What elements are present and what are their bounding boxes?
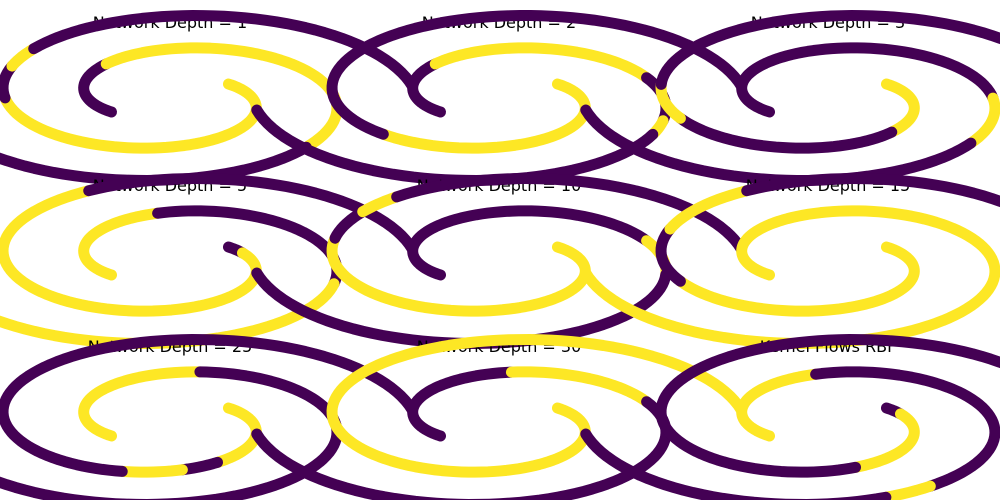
inner-spiral-segment-yellow <box>736 368 822 442</box>
outer-spiral-segment-yellow <box>0 78 262 154</box>
inner-spiral-segment-yellow <box>100 42 343 153</box>
outer-spiral-segment-yellow <box>116 464 188 478</box>
inner-spiral-segment-yellow <box>880 480 936 500</box>
outer-spiral-segment-yellow <box>357 191 403 218</box>
inner-spiral-segment-purple <box>736 42 999 118</box>
outer-spiral-segment-purple <box>28 10 418 92</box>
inner-spiral-segment-yellow <box>429 42 653 84</box>
inner-spiral-segment-yellow <box>505 366 653 408</box>
subplot-7: Network Depth = 25 <box>0 334 418 500</box>
subplot-1: Network Depth = 1 <box>0 10 418 186</box>
inner-spiral-segment-purple <box>407 366 517 442</box>
inner-spiral-segment-yellow <box>78 207 164 281</box>
inner-spiral-segment-purple <box>580 104 977 186</box>
outer-spiral-segment-purple <box>0 60 18 104</box>
outer-spiral-segment-purple <box>655 223 686 287</box>
outer-spiral-segment-yellow <box>212 402 262 468</box>
inner-spiral-segment-purple <box>78 58 118 118</box>
outer-spiral-segment-yellow <box>674 241 920 317</box>
inner-spiral-segment-purple <box>152 205 343 290</box>
inner-spiral-segment-purple <box>407 205 653 281</box>
outer-spiral-segment-yellow <box>377 78 591 154</box>
subplot-6: Network Depth = 15 <box>580 173 1000 349</box>
subplot-grid: Network Depth = 1 Network Depth = 2 Networ… <box>0 10 1000 500</box>
inner-spiral-segment-purple <box>251 396 672 500</box>
outer-spiral-segment-purple <box>674 112 898 154</box>
outer-spiral-segment-yellow <box>326 232 591 317</box>
outer-spiral-segment-purple <box>176 456 224 476</box>
subplot-4: Network Depth = 5 <box>0 173 418 349</box>
outer-spiral-segment-purple <box>391 173 747 255</box>
outer-spiral-segment-yellow <box>880 78 920 138</box>
outer-spiral-segment-yellow <box>655 78 686 124</box>
inner-spiral-segment-purple <box>407 58 447 118</box>
outer-spiral-segment-yellow <box>326 334 747 478</box>
outer-spiral-segment-purple <box>655 334 1000 478</box>
inner-spiral-segment-purple <box>810 366 1000 492</box>
subplot-3: Network Depth = 3 <box>580 10 1000 186</box>
inner-spiral-segment-purple <box>580 428 892 500</box>
outer-spiral-segment-purple <box>83 173 418 255</box>
inner-spiral-segment-yellow <box>580 205 1000 349</box>
inner-spiral-segment-purple <box>0 366 343 500</box>
outer-spiral-segment-purple <box>655 10 1000 90</box>
outer-spiral-segment-purple <box>326 10 747 140</box>
subplot-8: Network Depth = 30 <box>251 334 747 500</box>
inner-spiral-segment-purple <box>0 141 312 186</box>
inner-spiral-segment-yellow <box>965 92 1000 149</box>
outer-spiral-segment-yellow <box>850 408 920 473</box>
outer-spiral-segment-purple <box>329 206 369 244</box>
outer-spiral-segment-purple <box>741 173 1000 208</box>
outer-spiral-segment-purple <box>0 334 418 477</box>
inner-spiral-segment-yellow <box>78 366 206 442</box>
subplot-9: Kernel Flows RBF <box>580 334 1000 500</box>
subplot-5: Network Depth = 10 <box>251 173 747 349</box>
outer-spiral-segment-yellow <box>664 185 753 235</box>
